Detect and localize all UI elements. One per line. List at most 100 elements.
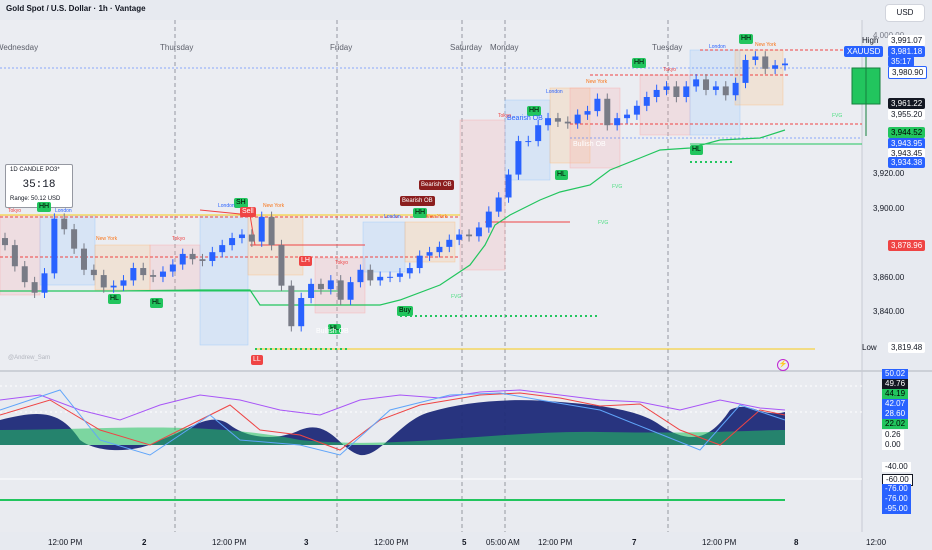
hh-badge: HH [413,208,428,218]
candle-body [693,79,700,87]
low-label: Low [862,343,877,352]
candle-body [525,141,532,143]
hl-badge: HL [690,145,703,155]
bullish-ob-text: Bullish OB [316,328,349,335]
candle-body [535,125,542,142]
candle-body [485,211,492,228]
hl-badge: HL [328,324,341,334]
candle-body [80,248,87,270]
fvg-label: FVG [598,220,609,226]
indicator-value: 22.02 [882,419,909,429]
session-label: London [55,208,72,214]
hl-badge: HL [150,298,163,308]
candle-body [337,280,344,300]
indicator-value: 28.60 [882,409,909,419]
lh-badge: LH [299,256,312,266]
time-axis-label: 12:00 PM [212,538,247,547]
indicator-value: 0.26 [882,430,904,440]
session-label: Tokyo [335,260,349,266]
candle-body [61,218,68,230]
candle-body [140,268,147,276]
candle-body [298,298,305,327]
candle-body [90,269,97,276]
session-label: New York [426,214,448,220]
candle-body [712,86,719,90]
price-axis-label: 3,860.00 [873,273,905,282]
indicator-value: -76.00 [882,484,911,494]
candle-body [703,79,710,90]
candle-body [762,56,769,69]
candle-body [416,255,423,269]
candle-body [317,283,324,290]
currency-button[interactable]: USD [885,4,925,22]
candle-body [564,121,571,124]
candle-body [248,234,255,242]
time-axis-label: 12:00 PM [538,538,573,547]
time-axis-label: 05:00 AM [486,538,520,547]
candle-body [258,216,265,242]
trend-line [0,129,786,306]
candle-body [308,283,315,298]
candle-body [219,245,226,253]
candle-body [179,253,186,265]
candle-body [347,282,354,300]
candle-body [150,275,157,277]
hh-badge: HH [527,106,542,116]
symbol-tag: XAUUSD [844,46,884,57]
session-label: Tokyo [663,67,677,73]
candle-body [209,252,216,261]
bullish-ob-text: Bullish OB [573,141,606,148]
candle-body [614,118,621,126]
price-pane [0,20,862,370]
price-tag: 3,944.52 [888,127,926,138]
session-box [199,214,249,346]
trend-line-red [199,209,330,246]
day-label-saturday: Saturday [450,43,483,52]
candle-body [130,268,137,281]
candle-body [377,276,384,281]
hh-badge: HH [739,34,754,44]
price-tag: 3,955.20 [888,109,926,120]
candle-body [367,269,374,281]
session-box [0,214,41,296]
price-axis-label: 3,900.00 [873,204,905,213]
candle-body [633,105,640,115]
candle-body [21,266,28,283]
indicator-value: -40.00 [882,462,911,472]
candle-body [673,86,680,97]
session-label: London [709,44,726,50]
lightning-icon[interactable]: ⚡ [777,359,789,371]
price-axis-label: 3,840.00 [873,307,905,316]
day-label-wednesday: Wednesday [0,43,39,52]
time-axis-label: 7 [632,538,637,547]
candle-body [278,245,285,286]
session-box [362,221,406,273]
fvg-label: FVG [612,184,623,190]
candle-body [742,59,749,83]
candle-body [554,118,561,122]
low-price-tag: 3,819.48 [888,342,926,353]
candle-body [653,89,660,97]
current-price-tag: 3,981.18 [888,46,926,57]
indicator-line-red [0,392,786,451]
time-axis-label: 5 [462,538,467,547]
candle-body [545,118,552,126]
day-label-tuesday: Tuesday [652,43,683,52]
candle-body [722,86,729,96]
indicator-area-green [0,427,785,445]
price-tag: 3,943.45 [888,148,926,159]
session-label: New York [96,236,118,242]
indicator-value: 44.19 [882,389,909,399]
chart-title: Gold Spot / U.S. Dollar · 1h · Vantage [6,4,146,13]
high-price-tag: 3,991.07 [888,35,926,46]
price-tag: 3,961.22 [888,98,926,109]
candle-body [772,65,779,69]
candle-body [406,268,413,274]
session-label: London [384,214,401,220]
candle-body [574,114,581,124]
time-axis-label: 3 [304,538,309,547]
session-label: New York [263,203,285,209]
session-label: Tokyo [8,208,22,214]
